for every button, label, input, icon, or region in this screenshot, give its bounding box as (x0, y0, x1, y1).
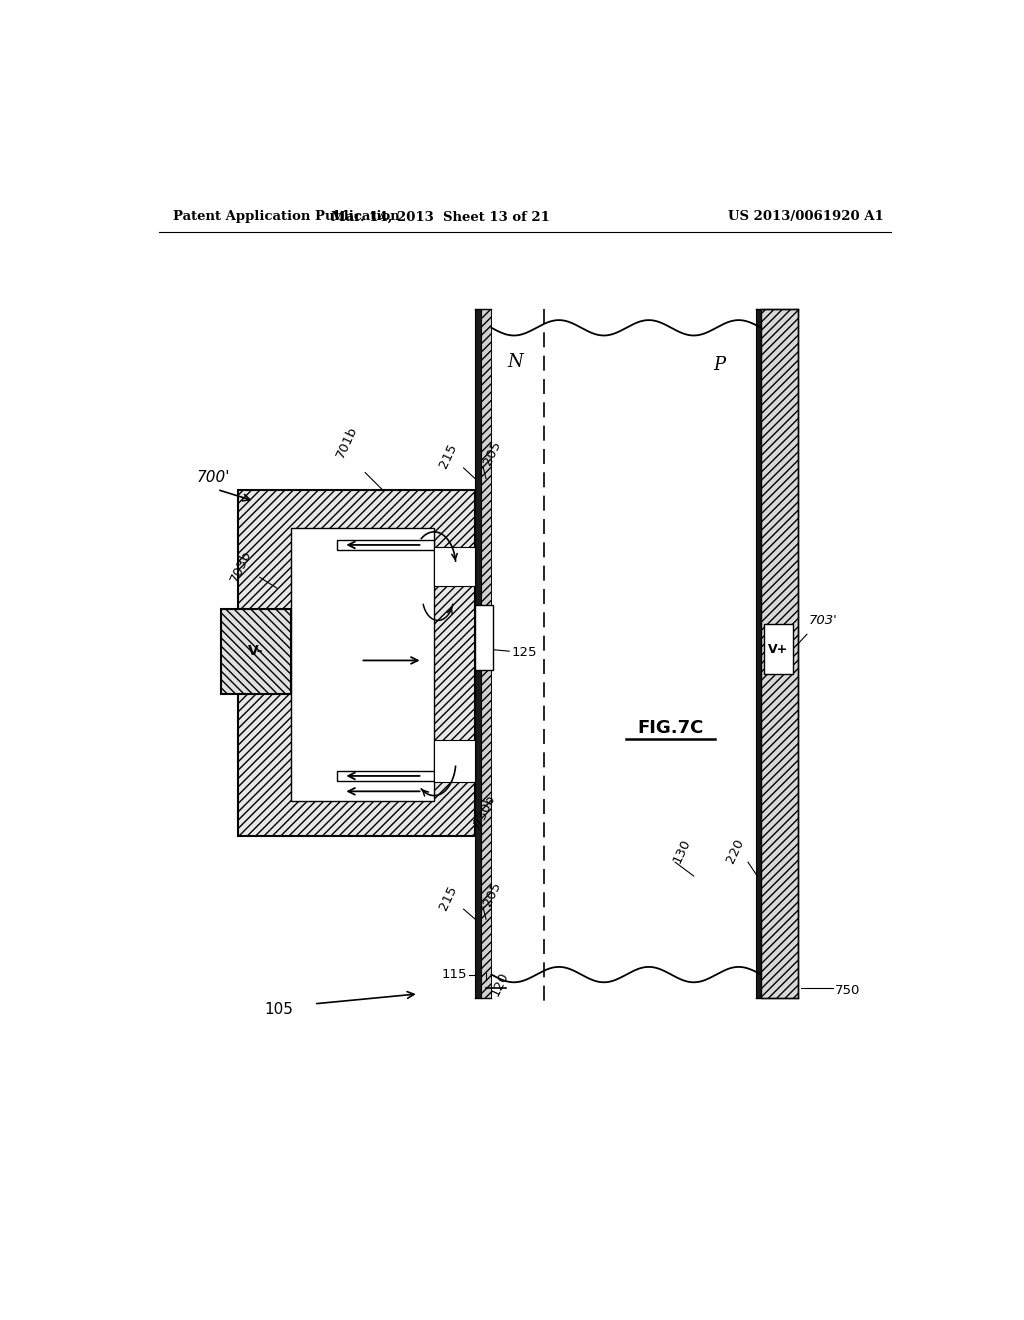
Text: 700': 700' (197, 470, 229, 486)
Bar (434, 548, 475, 586)
Text: N: N (508, 354, 523, 371)
Text: 220: 220 (724, 837, 746, 866)
Text: Patent Application Publication: Patent Application Publication (173, 210, 399, 223)
Bar (238, 490, 475, 836)
Bar (337, 771, 434, 781)
Text: P: P (714, 356, 725, 374)
Text: 701b: 701b (334, 424, 359, 461)
Text: 205: 205 (481, 880, 504, 908)
Text: 205: 205 (481, 440, 504, 467)
Text: 125: 125 (512, 647, 538, 659)
Bar (764, 624, 793, 675)
Bar (291, 528, 434, 801)
Bar (475, 309, 480, 998)
Text: V+: V+ (768, 643, 788, 656)
Text: 105: 105 (264, 1002, 294, 1016)
Text: 130: 130 (671, 837, 693, 866)
Text: 215: 215 (437, 442, 460, 471)
Text: US 2013/0061920 A1: US 2013/0061920 A1 (728, 210, 884, 223)
Bar (221, 609, 291, 693)
Bar (756, 309, 761, 998)
Text: 730b: 730b (471, 792, 498, 828)
Bar (434, 739, 475, 781)
Text: 215: 215 (437, 883, 460, 912)
Bar (337, 540, 434, 550)
Text: 703': 703' (809, 614, 838, 627)
Text: V-: V- (248, 644, 263, 659)
Text: FIG.7C: FIG.7C (637, 719, 703, 737)
Text: 750: 750 (835, 983, 860, 997)
Text: 120: 120 (488, 970, 511, 998)
Text: Mar. 14, 2013  Sheet 13 of 21: Mar. 14, 2013 Sheet 13 of 21 (331, 210, 550, 223)
Bar (761, 309, 799, 998)
Text: 703b: 703b (228, 548, 254, 585)
Text: 115: 115 (441, 968, 467, 981)
Bar (475, 605, 493, 671)
Bar (480, 309, 492, 998)
